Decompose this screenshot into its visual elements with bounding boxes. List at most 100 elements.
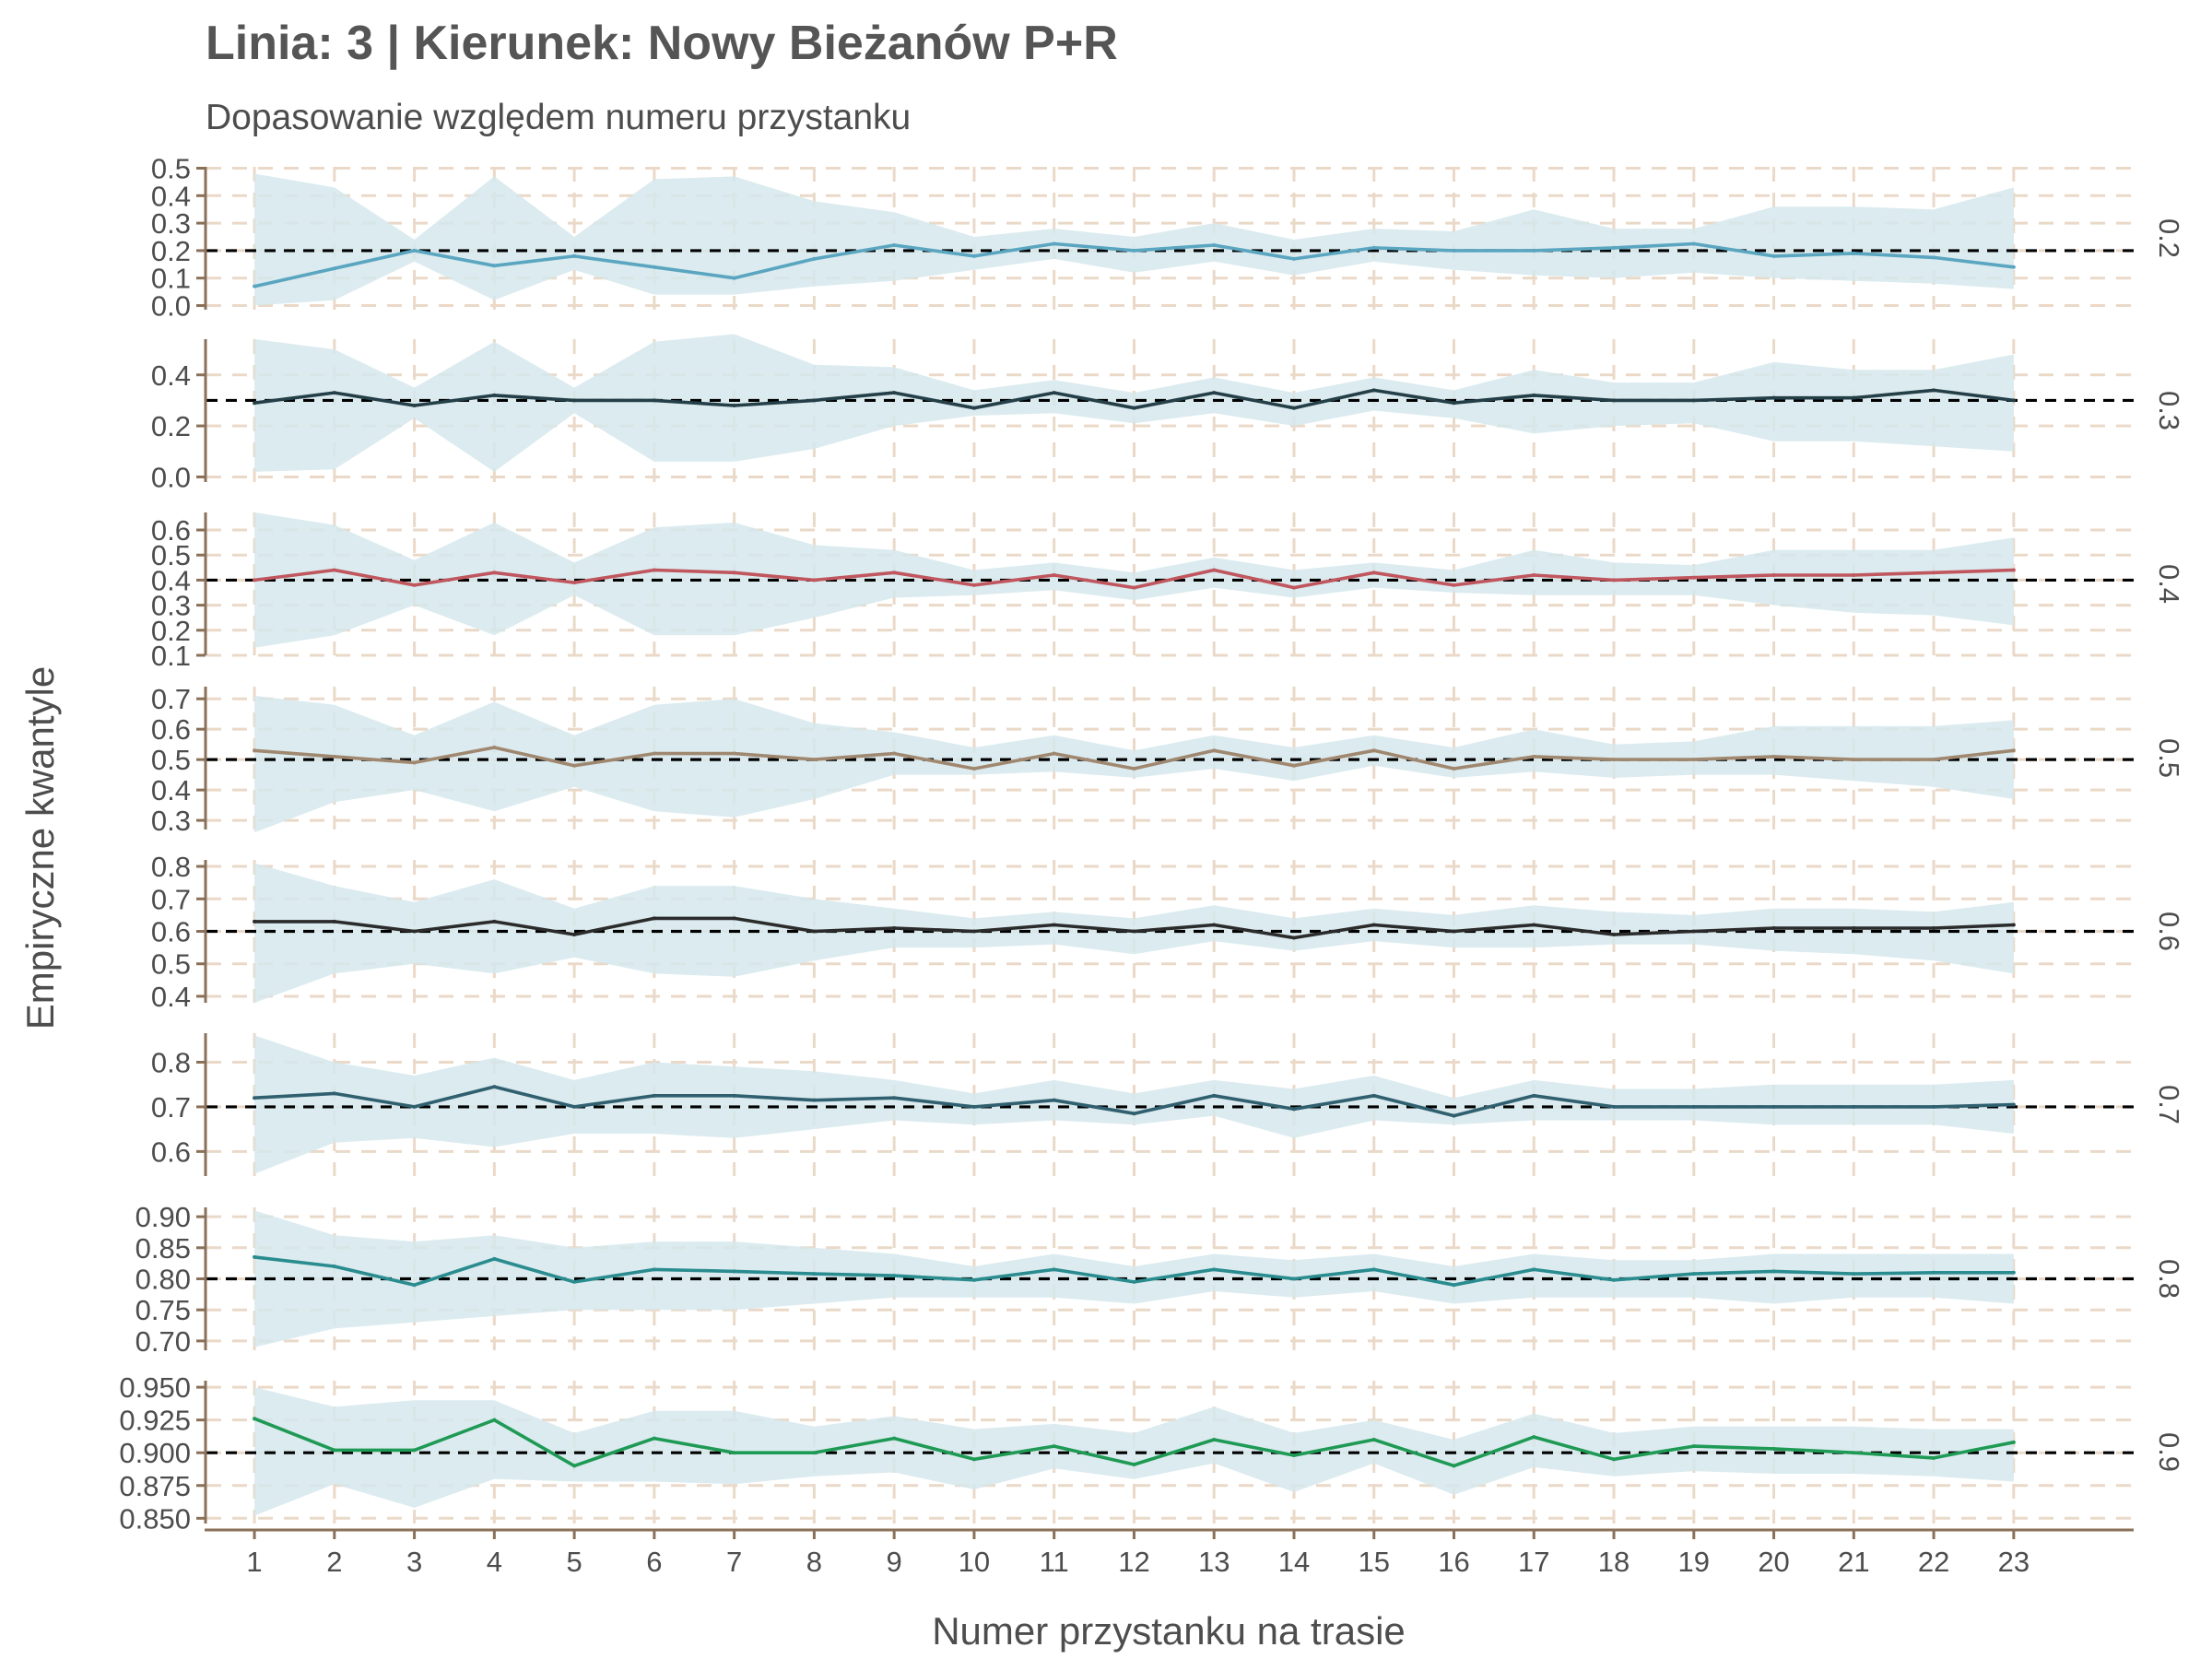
data-point [1052,1267,1056,1272]
data-point [1852,925,1856,930]
data-point [1771,754,1776,759]
y-tick-label: 0.6 [151,514,191,547]
data-point [892,925,897,930]
data-point [1212,391,1217,395]
data-point [1132,1112,1136,1116]
strip-label: 0.6 [2153,912,2185,951]
data-point [1212,1267,1217,1272]
data-point [332,1091,336,1096]
data-point [1132,406,1136,410]
data-point [572,581,577,585]
y-tick-label: 0.7 [151,683,191,715]
data-point [1532,1267,1536,1272]
data-point [1212,1093,1217,1098]
y-tick-label: 0.8 [151,1046,191,1078]
panel-0.7: 0.6 0.7 0.8 0.7 [151,1033,2185,1176]
x-tick-label: 17 [1518,1546,1549,1578]
y-tick-label: 0.0 [151,461,191,493]
data-point [332,1265,336,1269]
x-tick-label: 4 [487,1546,502,1578]
data-point [412,248,417,253]
panel-0.6: 0.40.50.60.70.80.6 [151,851,2185,1013]
data-point [892,1096,897,1100]
data-point [412,403,417,407]
x-tick-label: 16 [1438,1546,1469,1578]
data-point [1852,572,1856,577]
data-point [492,393,497,397]
data-point [1291,1453,1296,1458]
confidence-band [254,512,2014,648]
data-point [1052,391,1056,395]
panel-0.3: 0.0 0.2 0.4 0.3 [151,334,2185,493]
x-tick-label: 8 [806,1546,822,1578]
data-point [1212,568,1217,572]
y-tick-label: 0.7 [151,883,191,915]
y-tick-label: 0.2 [151,235,191,267]
y-tick-label: 0.900 [119,1437,191,1469]
data-point [1371,923,1376,927]
confidence-band [254,1387,2014,1516]
data-point [253,1254,257,1259]
data-point [1852,758,1856,762]
data-point [1371,571,1376,575]
data-point [492,919,497,924]
strip-label: 0.7 [2153,1085,2185,1124]
y-tick-label: 0.3 [151,207,191,240]
data-point [1452,582,1456,587]
data-point [1691,575,1696,580]
data-point [1852,1104,1856,1109]
y-tick-label: 0.90 [135,1201,191,1233]
strip-label: 0.4 [2153,564,2185,604]
data-point [1691,1444,1696,1449]
data-point [1612,1457,1617,1462]
data-point [812,398,817,403]
data-point [732,751,736,756]
data-point [412,1104,417,1109]
data-point [812,578,817,582]
data-point [971,1277,976,1282]
x-tick-label: 11 [1040,1546,1069,1578]
panels: 0.00.10.20.30.40.50.20.00.20.40.30.10.20… [119,152,2185,1535]
data-point [1052,923,1056,927]
data-point [1371,388,1376,393]
data-point [1932,1104,1936,1109]
data-point [1932,1455,1936,1460]
x-tick-label: 5 [566,1546,582,1578]
data-point [572,253,577,258]
data-point [1691,758,1696,762]
y-tick-label: 0.5 [151,152,191,184]
data-point [652,1436,656,1441]
data-point [332,1448,336,1453]
data-point [732,571,736,575]
data-point [1291,406,1296,410]
data-point [492,264,497,268]
y-tick-label: 0.8 [151,851,191,883]
panel-0.8: 0.700.750.800.850.90 0.8 [135,1201,2185,1358]
y-tick-label: 0.4 [151,774,191,806]
data-point [1932,758,1936,762]
data-point [1052,751,1056,756]
data-point [652,1093,656,1098]
y-tick-label: 0.2 [151,615,191,647]
data-point [1771,395,1776,400]
data-point [652,398,656,403]
y-tick-label: 0.70 [135,1325,191,1358]
data-point [1771,1104,1776,1109]
data-point [1612,245,1617,250]
data-point [1371,245,1376,250]
data-point [1612,1104,1617,1109]
data-point [812,1098,817,1102]
data-point [812,758,817,762]
data-point [1771,1269,1776,1274]
data-point [812,1451,817,1455]
panel-0.2: 0.00.10.20.30.40.50.2 [151,152,2185,322]
x-tick-label: 14 [1278,1546,1310,1578]
data-point [732,1093,736,1098]
data-point [572,1464,577,1468]
data-point [1691,398,1696,403]
y-tick-label: 0.2 [151,410,191,442]
data-point [1532,393,1536,397]
y-tick-label: 0.3 [151,805,191,837]
